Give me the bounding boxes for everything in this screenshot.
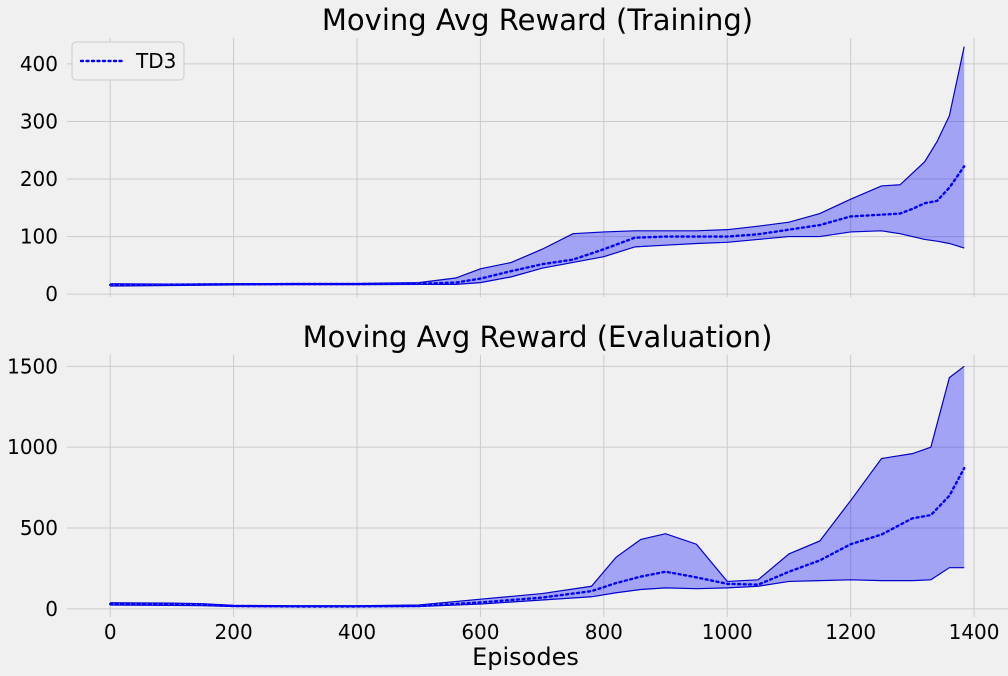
chart-panel-1: 0 100 200 300 400 Moving Avg Reward (Training…: [20, 3, 1008, 306]
y-tick-label: 400: [20, 52, 58, 76]
x-tick-label: 600: [461, 620, 499, 644]
y-tick-label: 200: [20, 167, 58, 191]
y-tick-label: 1000: [7, 435, 58, 459]
x-tick-label: 400: [338, 620, 376, 644]
y-tick-label: 100: [20, 225, 58, 249]
x-tick-label: 1400: [949, 620, 1000, 644]
y-tick-label: 1500: [7, 354, 58, 378]
confidence-band: [110, 46, 965, 287]
chart-panel-2: 0 500 1000 1500 0 200 400 600 800 1000 1200 1400 Mov…: [7, 320, 1008, 671]
legend: TD3: [71, 41, 185, 81]
y-tick-label: 0: [45, 597, 58, 621]
x-tick-label: 1200: [825, 620, 876, 644]
mean-line-series-1: [108, 467, 966, 608]
y-tick-label: 0: [45, 282, 58, 306]
legend-label: TD3: [135, 49, 176, 73]
x-tick-label: 800: [585, 620, 623, 644]
band-lower-line: [110, 230, 965, 287]
x-tick-label: 0: [104, 620, 117, 644]
x-tick-label: 200: [215, 620, 253, 644]
band-upper-line: [110, 46, 965, 285]
y-tick-label: 500: [20, 516, 58, 540]
legend-frame: [71, 41, 185, 81]
x-axis-label: Episodes: [472, 643, 579, 671]
y-tick-label: 300: [20, 109, 58, 133]
x-tick-label: 1000: [702, 620, 753, 644]
chart-title: Moving Avg Reward (Training): [322, 3, 753, 37]
confidence-band: [110, 366, 965, 607]
band-upper-line: [110, 365, 965, 607]
mean-line-td3: [108, 165, 966, 287]
chart-title: Moving Avg Reward (Evaluation): [303, 320, 773, 354]
